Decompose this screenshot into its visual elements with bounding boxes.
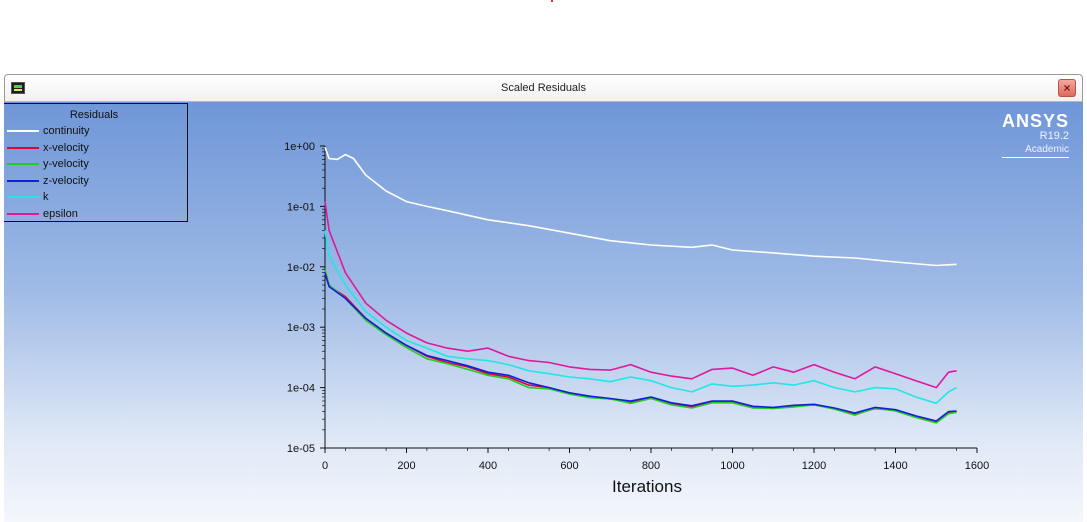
legend-label: x-velocity: [43, 142, 89, 154]
x-tick-label: 1400: [883, 460, 907, 472]
brand-version: R19.2: [1039, 130, 1069, 142]
series-line-epsilon: [324, 201, 957, 389]
x-tick-label: 1600: [965, 460, 989, 472]
legend-label: continuity: [43, 125, 90, 137]
y-tick-label: 1e-02: [287, 262, 315, 274]
x-tick-label: 800: [642, 460, 660, 472]
brand-edition: Academic: [1001, 143, 1069, 158]
legend-title: Residuals: [69, 109, 119, 121]
series-line-k: [324, 230, 957, 405]
x-tick-label: 400: [479, 460, 497, 472]
y-tick-label: 1e-04: [287, 383, 315, 395]
legend-swatch: [7, 213, 39, 215]
series-line-continuity: [324, 147, 957, 267]
legend-item-epsilon: epsilon: [4, 207, 187, 221]
y-tick-label: 1e-05: [287, 443, 315, 455]
legend-item-y-velocity: y-velocity: [4, 157, 187, 171]
legend-swatch: [7, 163, 39, 165]
legend-label: epsilon: [43, 208, 78, 220]
brand-name: ANSYS: [1001, 111, 1069, 131]
app-window-icon: [11, 82, 25, 94]
y-tick-label: 1e-03: [287, 322, 315, 334]
y-tick-label: 1e+00: [284, 141, 315, 153]
plot-area: Residuals continuity x-velocity y-veloci…: [4, 102, 1083, 522]
legend-label: y-velocity: [43, 158, 89, 170]
legend-label: k: [43, 191, 49, 203]
stray-red-mark: [551, 0, 553, 2]
legend-swatch: [7, 130, 39, 132]
x-tick-label: 0: [322, 460, 328, 472]
y-tick-label: 1e-01: [287, 201, 315, 213]
series-line-z-velocity: [324, 272, 957, 422]
residuals-chart: 1e+00 1e-01 1e-02 1e-03 1e-04 1e-05 0 200 400 600…: [284, 141, 989, 496]
x-axis-title: Iterations: [612, 477, 682, 496]
title-bar[interactable]: Scaled Residuals ×: [4, 74, 1083, 102]
legend-item-continuity: continuity: [4, 124, 187, 138]
legend-item-k: k: [4, 190, 187, 204]
legend-swatch: [7, 196, 39, 198]
legend-swatch: [7, 147, 39, 149]
legend: Residuals continuity x-velocity y-veloci…: [4, 103, 188, 222]
series-line-y-velocity: [324, 269, 957, 424]
x-tick-label: 1000: [720, 460, 744, 472]
x-tick-label: 1200: [802, 460, 826, 472]
legend-swatch: [7, 180, 39, 182]
x-tick-label: 600: [560, 460, 578, 472]
x-tick-label: 200: [397, 460, 415, 472]
close-button[interactable]: ×: [1058, 79, 1076, 97]
legend-item-z-velocity: z-velocity: [4, 174, 187, 188]
scaled-residuals-window: Scaled Residuals × Residuals continuity …: [4, 74, 1083, 522]
window-title: Scaled Residuals: [501, 82, 586, 94]
legend-label: z-velocity: [43, 175, 89, 187]
legend-item-x-velocity: x-velocity: [4, 141, 187, 155]
ansys-logo: ANSYS R19.2 Academic: [1001, 111, 1069, 158]
